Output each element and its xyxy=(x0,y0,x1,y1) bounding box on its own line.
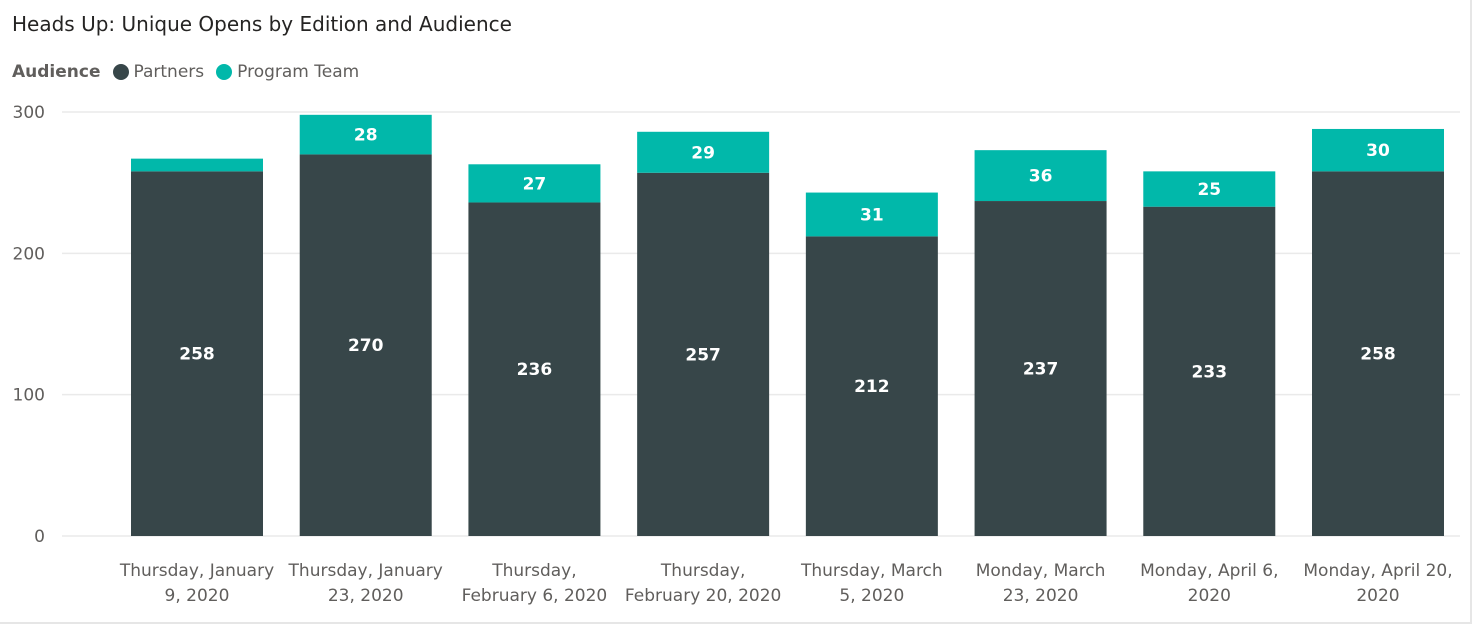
data-label: 30 xyxy=(1366,141,1390,161)
x-tick-label: Monday, April 6, xyxy=(1140,561,1278,581)
x-tick-label: Thursday, January xyxy=(288,561,443,581)
data-label: 270 xyxy=(348,336,384,356)
data-label: 25 xyxy=(1197,180,1221,200)
y-tick-label: 0 xyxy=(34,527,45,547)
x-tick-label: 2020 xyxy=(1188,586,1231,606)
x-tick-label: Thursday, xyxy=(660,561,745,581)
bar-segment[interactable] xyxy=(805,236,938,536)
y-tick-label: 100 xyxy=(13,386,45,406)
y-tick-label: 200 xyxy=(13,244,45,264)
x-tick-label: 23, 2020 xyxy=(1003,586,1079,606)
data-label: 237 xyxy=(1023,360,1059,380)
bar-segment[interactable] xyxy=(131,171,263,537)
x-tick-label: February 6, 2020 xyxy=(462,586,608,606)
chart-legend: Audience Partners Program Team xyxy=(12,61,371,83)
legend-item-partners[interactable]: Partners xyxy=(112,62,205,82)
x-tick-label: 2020 xyxy=(1356,586,1399,606)
chart-title: Heads Up: Unique Opens by Edition and Au… xyxy=(12,12,512,36)
x-tick-label: Thursday, xyxy=(491,561,576,581)
data-label: 31 xyxy=(860,205,884,225)
legend-title: Audience xyxy=(12,62,101,82)
bar-segment[interactable] xyxy=(805,192,938,237)
data-label: 258 xyxy=(1360,345,1396,365)
legend-label-program-team: Program Team xyxy=(237,62,360,82)
data-label: 27 xyxy=(523,174,547,194)
data-label: 258 xyxy=(179,345,215,365)
x-tick-label: 5, 2020 xyxy=(839,586,904,606)
bar-segment[interactable] xyxy=(299,154,432,536)
legend-swatch-program-team xyxy=(216,64,233,80)
legend-item-program-team[interactable]: Program Team xyxy=(216,62,359,82)
bar-segment[interactable] xyxy=(974,201,1107,537)
x-tick-label: Monday, April 20, xyxy=(1303,561,1452,581)
bar-segment[interactable] xyxy=(131,158,263,172)
data-label: 36 xyxy=(1029,167,1053,187)
bar-segment[interactable] xyxy=(1143,206,1276,536)
data-label: 212 xyxy=(854,377,890,397)
bar-segment[interactable] xyxy=(974,150,1107,202)
data-label: 236 xyxy=(517,360,553,380)
x-tick-label: 9, 2020 xyxy=(165,586,230,606)
x-tick-label: February 20, 2020 xyxy=(625,586,781,606)
bar-segment[interactable] xyxy=(299,114,432,155)
data-label: 29 xyxy=(691,143,715,163)
data-label: 257 xyxy=(685,345,721,365)
x-tick-label: Thursday, March xyxy=(800,561,943,581)
bar-segment[interactable] xyxy=(1143,171,1276,207)
bar-segment[interactable] xyxy=(637,131,770,173)
legend-label-partners: Partners xyxy=(133,62,205,82)
x-tick-label: Thursday, January xyxy=(119,561,274,581)
bar-segment[interactable] xyxy=(1312,171,1444,537)
x-tick-label: 23, 2020 xyxy=(328,586,404,606)
bar-segment[interactable] xyxy=(468,202,601,536)
data-label: 28 xyxy=(354,126,378,146)
legend-swatch-partners xyxy=(112,64,129,80)
bar-segment[interactable] xyxy=(637,172,770,537)
bar-segment[interactable] xyxy=(468,164,601,203)
y-tick-label: 300 xyxy=(13,103,45,123)
x-tick-label: Monday, March xyxy=(976,561,1106,581)
data-label: 233 xyxy=(1192,362,1228,382)
bar-segment[interactable] xyxy=(1312,128,1444,172)
